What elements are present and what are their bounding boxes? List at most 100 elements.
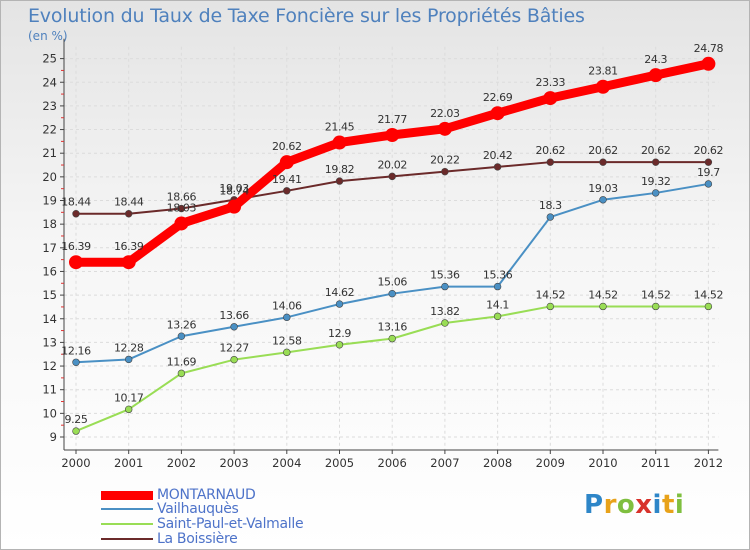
data-point xyxy=(543,91,558,106)
data-label: 24.78 xyxy=(694,42,724,55)
data-label: 13.82 xyxy=(430,305,460,318)
data-label: 14.52 xyxy=(588,288,618,301)
y-tick-label: 11 xyxy=(42,383,57,397)
data-label: 12.16 xyxy=(61,344,91,357)
y-tick-label: 12 xyxy=(42,359,57,373)
data-point xyxy=(124,405,133,414)
data-point xyxy=(490,106,505,121)
legend-item-vailhauques: Vailhauquès xyxy=(101,501,239,517)
logo-letter: t xyxy=(661,490,675,520)
x-tick-label: 2011 xyxy=(641,456,670,470)
data-point xyxy=(332,135,347,150)
x-tick-label: 2008 xyxy=(483,456,512,470)
data-label: 18.3 xyxy=(539,199,562,212)
data-label: 18.74 xyxy=(219,185,249,198)
data-label: 12.9 xyxy=(328,327,351,340)
data-label: 21.77 xyxy=(377,113,407,126)
x-tick-label: 2009 xyxy=(536,456,565,470)
data-label: 11.69 xyxy=(167,355,197,368)
y-tick-label: 16 xyxy=(42,264,57,278)
data-point xyxy=(174,216,189,231)
data-point xyxy=(648,68,663,83)
y-unit-label: (en %) xyxy=(28,29,68,43)
grid xyxy=(64,46,719,450)
logo-letter: r xyxy=(603,490,617,520)
x-tick-label: 2000 xyxy=(61,456,90,470)
data-label: 19.03 xyxy=(219,182,249,195)
data-point xyxy=(704,158,713,166)
data-label: 19.82 xyxy=(325,163,355,176)
data-point xyxy=(441,319,449,327)
data-label: 15.06 xyxy=(377,276,407,289)
data-point xyxy=(230,323,238,331)
data-label: 20.62 xyxy=(641,144,671,157)
x-tick-label: 2006 xyxy=(378,456,407,470)
data-point xyxy=(651,302,660,311)
data-label: 12.28 xyxy=(114,341,144,354)
data-point xyxy=(227,199,242,214)
data-label: 23.81 xyxy=(588,65,618,78)
data-point xyxy=(599,158,607,166)
proxiti-logo: Proxiti xyxy=(584,490,684,520)
data-label: 19.41 xyxy=(272,173,302,186)
data-point xyxy=(493,163,502,171)
data-point xyxy=(283,348,291,357)
y-tick-label: 15 xyxy=(42,288,57,302)
data-point xyxy=(335,300,344,308)
data-label: 19.03 xyxy=(588,182,618,195)
data-label: 14.06 xyxy=(272,299,302,312)
data-point xyxy=(704,180,713,188)
legend-swatch-la-boissiere xyxy=(101,538,153,540)
x-axis-ticks: 2000 2001 2002 2003 2004 2005 2006 2007 2008 2009… xyxy=(61,450,723,470)
y-tick-label: 18 xyxy=(42,217,57,231)
data-label: 13.26 xyxy=(167,318,197,331)
data-point xyxy=(651,158,660,166)
logo-letter: o xyxy=(616,490,636,520)
data-point xyxy=(69,255,83,270)
data-label: 22.03 xyxy=(430,107,460,120)
y-tick-label: 22 xyxy=(42,123,57,137)
data-label: 24.3 xyxy=(644,53,667,66)
data-label: 18.66 xyxy=(167,191,197,204)
x-tick-label: 2012 xyxy=(694,456,723,470)
legend-label-la-boissiere: La Boissière xyxy=(157,531,238,547)
data-label: 13.66 xyxy=(219,309,249,322)
y-tick-label: 25 xyxy=(42,52,57,66)
data-point xyxy=(388,289,396,298)
legend-label-saint-paul-et-valmalle: Saint-Paul-et-Valmalle xyxy=(157,516,304,532)
data-point xyxy=(72,210,80,218)
data-label: 23.33 xyxy=(536,76,566,89)
data-point xyxy=(283,313,291,322)
data-point xyxy=(385,127,400,142)
data-point xyxy=(493,312,502,321)
data-label: 9.25 xyxy=(65,413,88,426)
y-tick-label: 19 xyxy=(42,194,57,208)
data-point xyxy=(72,358,80,366)
y-tick-label: 10 xyxy=(42,406,57,420)
data-label: 14.52 xyxy=(536,288,566,301)
data-label: 18.44 xyxy=(61,196,91,209)
data-label: 12.27 xyxy=(219,342,249,355)
legend-swatch-montarnaud xyxy=(101,490,153,500)
y-axis-ticks: 9 10 11 12 13 14 15 16 17 18 19 20 21 22 23 24 25 xyxy=(42,52,64,444)
data-point xyxy=(124,355,133,364)
series-layer xyxy=(69,56,716,435)
legend-label-vailhauques: Vailhauquès xyxy=(157,501,239,517)
data-point xyxy=(701,56,716,71)
x-tick-label: 2004 xyxy=(272,456,301,470)
y-tick-label: 24 xyxy=(42,75,57,89)
x-tick-label: 2001 xyxy=(114,456,143,470)
data-label: 18.03 xyxy=(167,201,197,214)
data-label: 16.39 xyxy=(61,240,91,253)
y-tick-label: 23 xyxy=(42,99,57,113)
data-label: 22.69 xyxy=(483,91,513,104)
legend-item-montarnaud: MONTARNAUD xyxy=(101,487,256,503)
data-label: 12.58 xyxy=(272,334,302,347)
data-point xyxy=(283,187,291,195)
data-label: 20.62 xyxy=(694,144,724,157)
data-point xyxy=(704,302,713,311)
data-point xyxy=(596,79,610,94)
data-point xyxy=(124,210,133,218)
data-label: 20.22 xyxy=(430,154,460,167)
